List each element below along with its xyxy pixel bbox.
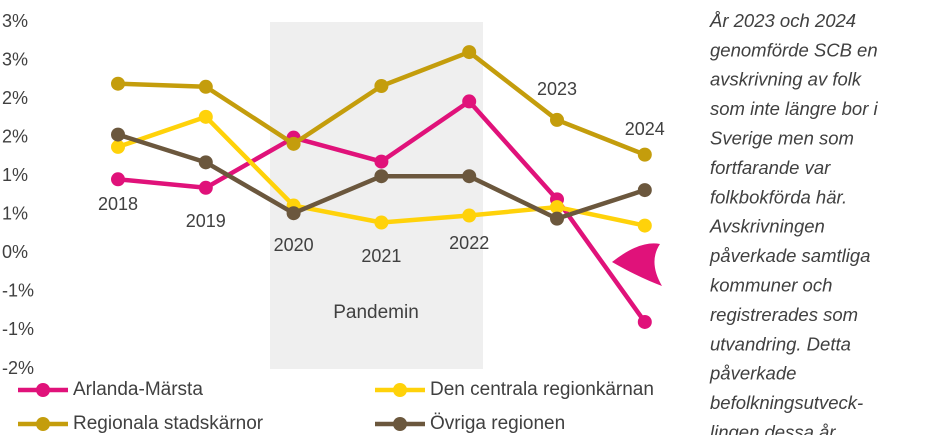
annotation-line: lingen dessa år.	[710, 421, 840, 435]
point	[637, 183, 652, 198]
point	[374, 154, 389, 169]
x-tick-label: 2021	[361, 246, 401, 266]
y-tick-label: -2%	[2, 358, 34, 378]
point	[111, 127, 125, 142]
y-tick-label: 1%	[2, 204, 28, 224]
point	[111, 76, 125, 91]
x-tick-label: 2019	[186, 211, 226, 231]
point	[374, 215, 389, 230]
point	[462, 45, 477, 60]
y-tick-label: 2%	[2, 126, 28, 146]
point	[198, 180, 213, 195]
point	[374, 79, 389, 94]
legend-label: Arlanda-Märsta	[73, 379, 203, 400]
point	[637, 218, 652, 233]
point	[550, 200, 564, 215]
y-tick-label: 0%	[2, 242, 28, 262]
x-tick-label: 2022	[449, 233, 489, 253]
legend-dot	[36, 417, 50, 431]
point	[550, 211, 564, 226]
legend-label: Regionala stadskärnor	[73, 413, 264, 434]
point	[286, 206, 301, 221]
legend-dot	[36, 383, 50, 397]
point	[462, 169, 477, 184]
x-tick-label: 2024	[625, 119, 665, 139]
annotation-line: som inte längre bor i	[710, 98, 879, 119]
annotation-line: påverkade	[709, 363, 796, 384]
annotation-line: utvandring. Detta	[710, 333, 851, 354]
legend-label: Övriga regionen	[430, 413, 565, 434]
pandemic-band	[270, 22, 483, 369]
annotation-line: kommuner och	[710, 274, 832, 295]
y-tick-label: 3%	[2, 49, 28, 69]
annotation-line: folkbokförda här.	[710, 186, 847, 207]
point	[111, 139, 125, 154]
y-tick-label: 3%	[2, 11, 28, 31]
y-tick-label: -1%	[2, 319, 34, 339]
legend-dot	[393, 417, 407, 431]
annotation-line: registrerades som	[710, 304, 858, 325]
legend-label: Den centrala regionkärnan	[430, 379, 654, 400]
point	[374, 169, 389, 184]
point	[637, 314, 652, 329]
y-tick-label: -1%	[2, 281, 34, 301]
point	[198, 155, 213, 170]
annotation-line: påverkade samtliga	[709, 245, 870, 266]
annotation-line: fortfarande var	[710, 157, 831, 178]
point	[550, 112, 564, 127]
y-tick-label: 1%	[2, 165, 28, 185]
y-tick-label: 2%	[2, 88, 28, 108]
annotation-line: Sverige men som	[710, 127, 854, 148]
annotation-line: genomförde SCB en	[710, 39, 878, 60]
x-tick-label: 2020	[274, 235, 314, 255]
point	[198, 109, 213, 124]
legend-dot	[393, 383, 407, 397]
point	[198, 79, 213, 94]
point	[637, 147, 652, 162]
band-label: Pandemin	[333, 302, 419, 323]
point	[462, 94, 477, 109]
annotation-line: Avskrivningen	[709, 216, 825, 237]
point	[111, 172, 125, 187]
x-tick-label: 2018	[98, 194, 138, 214]
x-tick-label: 2023	[537, 79, 577, 99]
annotation-line: År 2023 och 2024	[709, 10, 856, 31]
arrow	[612, 243, 662, 286]
annotation-line: avskrivning av folk	[710, 69, 863, 90]
point	[462, 208, 477, 223]
point	[286, 136, 301, 151]
annotation-line: befolkningsutveck-	[710, 392, 863, 413]
